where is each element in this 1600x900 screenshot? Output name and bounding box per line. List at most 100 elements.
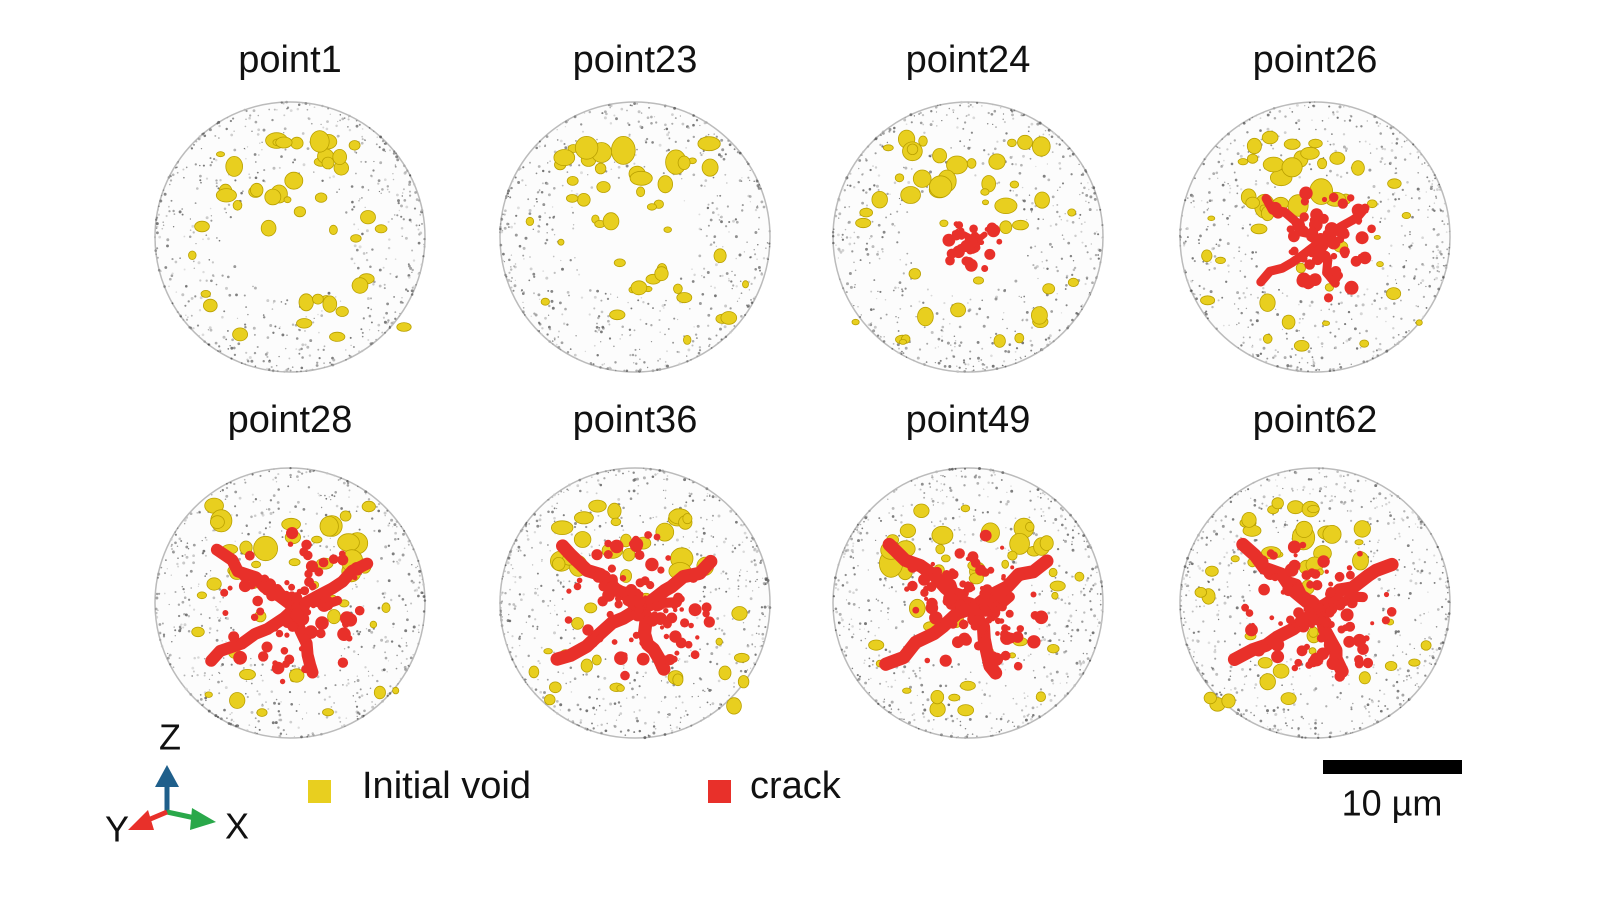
texture-dot: [859, 259, 862, 262]
texture-dot: [898, 197, 901, 200]
texture-dot: [861, 173, 864, 176]
texture-dot: [1227, 223, 1230, 226]
texture-dot: [1307, 106, 1310, 108]
texture-dot: [1098, 248, 1102, 252]
texture-dot: [969, 350, 972, 353]
texture-dot: [1447, 252, 1450, 256]
texture-dot: [412, 653, 414, 656]
texture-dot: [702, 590, 705, 593]
texture-dot: [941, 335, 943, 338]
void-blob: [337, 533, 360, 552]
texture-dot: [601, 363, 604, 366]
texture-dot: [1011, 113, 1014, 117]
texture-dot: [671, 113, 674, 116]
texture-dot: [929, 486, 932, 488]
texture-dot: [1208, 268, 1211, 271]
texture-dot: [202, 703, 205, 706]
texture-dot: [742, 550, 745, 553]
texture-dot: [365, 628, 368, 630]
texture-dot: [360, 645, 363, 648]
texture-dot: [1278, 110, 1282, 113]
texture-dot: [1060, 598, 1064, 601]
texture-dot: [943, 365, 947, 368]
sphere-texture: [1179, 101, 1451, 373]
texture-dot: [1330, 303, 1333, 306]
void-blob: [239, 669, 256, 681]
texture-dot: [545, 238, 549, 242]
texture-dot: [1384, 163, 1386, 166]
texture-dot: [1345, 171, 1349, 175]
void-blob: [1351, 160, 1365, 176]
texture-dot: [716, 617, 720, 620]
texture-dot: [645, 137, 649, 141]
texture-dot: [384, 651, 387, 654]
texture-dot: [1395, 142, 1399, 145]
texture-dot: [1334, 149, 1338, 153]
texture-dot: [181, 293, 185, 297]
texture-dot: [949, 489, 953, 492]
texture-dot: [174, 590, 177, 594]
texture-dot: [1095, 276, 1098, 279]
texture-dot: [674, 140, 677, 143]
texture-dot: [916, 478, 918, 480]
texture-dot: [841, 236, 843, 238]
texture-dot: [209, 627, 212, 630]
texture-dot: [719, 327, 722, 331]
crack-blob: [324, 601, 333, 611]
texture-dot: [669, 724, 672, 727]
void-blob: [871, 190, 888, 209]
texture-dot: [1371, 357, 1374, 360]
texture-dot: [355, 705, 359, 708]
texture-dot: [1080, 305, 1083, 308]
texture-dot: [157, 592, 161, 595]
crack-blob: [238, 569, 252, 583]
texture-dot: [843, 556, 845, 558]
texture-dot: [328, 176, 331, 179]
texture-dot: [1298, 329, 1300, 332]
texture-dot: [409, 194, 412, 197]
texture-dot: [209, 328, 213, 332]
texture-dot: [155, 615, 159, 619]
texture-dot: [667, 148, 670, 152]
texture-dot: [1242, 336, 1245, 339]
texture-dot: [538, 298, 541, 301]
texture-dot: [700, 228, 702, 231]
texture-dot: [920, 683, 924, 687]
texture-dot: [678, 727, 681, 730]
texture-dot: [596, 697, 598, 700]
texture-dot: [216, 715, 220, 719]
texture-dot: [865, 242, 869, 245]
texture-dot: [1360, 125, 1363, 128]
crack-blob: [1340, 249, 1350, 259]
texture-dot: [345, 717, 348, 719]
texture-dot: [367, 189, 370, 191]
texture-dot: [875, 598, 878, 600]
crack-blob: [659, 625, 665, 630]
texture-dot: [677, 350, 681, 354]
texture-dot: [1184, 199, 1187, 202]
texture-dot: [596, 472, 599, 475]
texture-dot: [749, 169, 751, 172]
texture-dot: [388, 326, 392, 330]
texture-dot: [535, 144, 538, 147]
texture-dot: [358, 200, 360, 202]
texture-dot: [561, 598, 564, 600]
texture-dot: [881, 130, 885, 134]
void-blob: [683, 334, 692, 345]
texture-dot: [408, 190, 412, 193]
texture-dot: [598, 704, 601, 707]
texture-dot: [715, 334, 718, 337]
texture-dot: [217, 616, 219, 619]
texture-dot: [253, 153, 257, 156]
texture-dot: [1385, 320, 1387, 323]
texture-dot: [853, 674, 856, 677]
texture-dot: [660, 680, 663, 682]
texture-dot: [320, 732, 323, 736]
texture-dot: [213, 275, 215, 277]
texture-dot: [971, 533, 975, 536]
texture-dot: [1246, 234, 1249, 237]
texture-dot: [1448, 243, 1451, 245]
texture-dot: [1066, 682, 1068, 684]
texture-dot: [549, 549, 551, 552]
texture-dot: [1278, 288, 1280, 291]
